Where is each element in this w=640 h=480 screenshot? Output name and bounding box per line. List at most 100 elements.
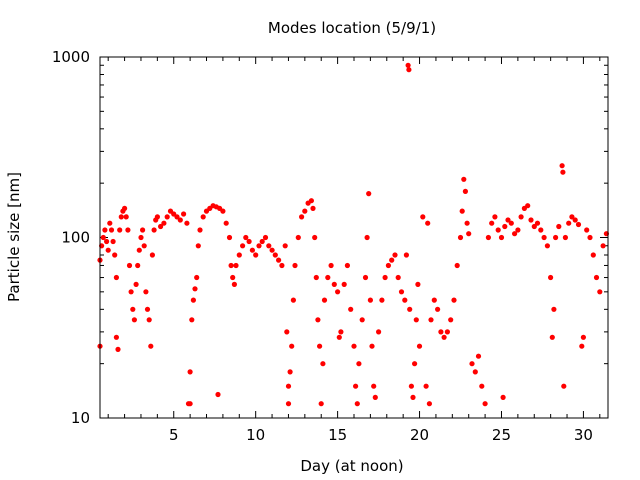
data-point — [372, 394, 378, 400]
data-point — [197, 227, 203, 233]
data-point — [451, 297, 457, 303]
data-point — [511, 231, 518, 237]
data-point — [366, 191, 372, 197]
data-point — [108, 227, 115, 233]
data-point — [259, 238, 265, 245]
data-point — [226, 234, 233, 241]
data-point — [325, 274, 331, 281]
data-point — [448, 317, 454, 323]
data-point — [392, 252, 398, 258]
data-point — [240, 243, 246, 249]
data-point — [359, 317, 365, 323]
data-point — [502, 223, 508, 230]
data-point — [243, 234, 249, 241]
data-point — [102, 227, 108, 233]
data-point — [462, 188, 468, 194]
data-point — [482, 401, 488, 407]
data-point — [584, 227, 590, 233]
tick-labels: 5 10 15 20 25 30 10 100 1000 — [52, 48, 593, 444]
y-tick-label: 10 — [71, 409, 90, 427]
data-point — [113, 334, 119, 340]
data-point — [299, 214, 305, 220]
data-point — [136, 247, 142, 253]
data-point — [151, 227, 157, 233]
data-point — [164, 214, 170, 220]
data-point — [290, 297, 296, 303]
data-point — [348, 306, 354, 312]
data-point — [125, 227, 131, 233]
data-point — [508, 220, 514, 226]
data-point — [341, 281, 347, 287]
data-point — [561, 383, 567, 389]
data-point — [492, 214, 498, 220]
data-point — [385, 262, 391, 269]
data-point — [262, 234, 269, 241]
data-point — [148, 343, 154, 349]
data-point — [118, 214, 124, 220]
data-point — [200, 214, 206, 220]
data-point — [498, 234, 505, 241]
data-point — [413, 317, 419, 323]
data-point — [597, 289, 603, 295]
data-point — [154, 214, 160, 220]
data-point — [367, 297, 373, 303]
data-point — [144, 306, 151, 312]
data-point — [354, 401, 360, 407]
data-point — [190, 297, 196, 303]
data-point — [560, 169, 566, 175]
data-point — [593, 274, 600, 281]
data-point — [559, 163, 565, 169]
data-point — [549, 334, 555, 340]
data-point — [405, 62, 411, 68]
data-point — [187, 369, 193, 375]
x-tick-label: 25 — [492, 426, 511, 444]
data-point — [408, 383, 414, 389]
data-point — [336, 334, 342, 340]
data-point — [282, 243, 288, 249]
data-point — [344, 262, 350, 269]
data-point — [231, 281, 237, 287]
data-point — [338, 329, 344, 335]
data-point — [110, 238, 116, 245]
data-point — [426, 401, 432, 407]
data-point — [236, 252, 242, 258]
data-point — [122, 205, 128, 211]
data-point — [112, 252, 118, 258]
data-point — [444, 329, 450, 335]
data-point — [184, 220, 190, 226]
data-point — [253, 252, 259, 258]
data-point — [135, 262, 141, 269]
data-point — [534, 220, 541, 226]
data-point — [351, 343, 357, 349]
data-point — [475, 353, 482, 359]
data-point — [310, 205, 316, 211]
data-point — [335, 289, 341, 295]
data-point — [403, 252, 409, 258]
data-point — [115, 346, 121, 352]
data-point — [192, 286, 198, 292]
data-point — [566, 220, 572, 226]
data-point — [538, 227, 544, 233]
data-point — [308, 198, 314, 204]
data-point — [189, 317, 195, 323]
data-point — [133, 281, 139, 287]
data-point — [469, 361, 475, 367]
data-point — [553, 234, 559, 241]
data-point — [376, 329, 382, 335]
data-point — [331, 281, 337, 287]
data-point — [289, 343, 295, 349]
data-point — [117, 227, 123, 233]
data-point — [472, 369, 478, 375]
x-tick-label: 10 — [246, 426, 265, 444]
data-point — [587, 234, 593, 241]
data-point — [100, 234, 106, 241]
data-point — [435, 306, 441, 312]
data-point — [174, 214, 180, 220]
data-point — [541, 234, 547, 241]
data-point — [181, 211, 187, 217]
data-point — [362, 274, 369, 281]
data-point — [556, 223, 562, 230]
data-point — [123, 214, 129, 220]
data-point — [313, 274, 319, 281]
data-point — [438, 329, 444, 335]
